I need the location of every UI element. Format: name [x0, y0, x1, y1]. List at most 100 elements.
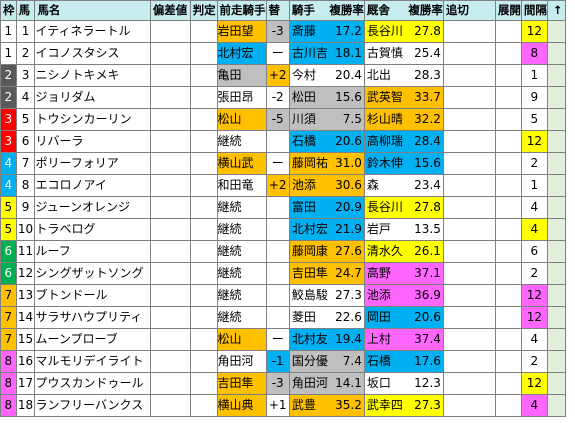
- horse-name[interactable]: ニシノトキメキ: [34, 64, 151, 87]
- header-hensa[interactable]: 偏差値: [149, 0, 191, 21]
- trainer-name: 石橋: [366, 354, 391, 368]
- trainer-rate: 33.7: [414, 90, 441, 104]
- trainer-cell[interactable]: 武英智 33.7: [363, 86, 444, 109]
- trainer-cell[interactable]: 長谷川 27.8: [363, 20, 444, 43]
- header-uma[interactable]: 馬: [15, 0, 36, 21]
- trainer-cell[interactable]: 岩戸 13.5: [363, 218, 444, 241]
- horse-name[interactable]: トウシンカーリン: [34, 108, 151, 131]
- tenkai-cell: [494, 394, 522, 417]
- trainer-name: 坂口: [366, 376, 391, 390]
- trainer-cell[interactable]: 石橋 17.6: [363, 350, 444, 373]
- table-row[interactable]: 5 10 トラベログ 継続 北村宏 21.9 岩戸 13.5 4: [0, 218, 575, 241]
- header-trainer[interactable]: 厩舎 複勝率: [363, 0, 444, 21]
- jockey-cell[interactable]: 国分優 7.4: [288, 350, 365, 373]
- header-change[interactable]: 替: [265, 0, 290, 21]
- horse-name[interactable]: トラベログ: [34, 218, 151, 241]
- horse-name[interactable]: ルーフ: [34, 240, 151, 263]
- waku-number: 8: [0, 350, 17, 373]
- table-row[interactable]: 1 2 イコノスタシス 北村宏ー古川吉 18.1 古賀慎 25.4 8: [0, 42, 575, 65]
- horse-name[interactable]: マルモリデイライト: [34, 350, 151, 373]
- trainer-cell[interactable]: 鈴木伸 15.6: [363, 152, 444, 175]
- trainer-cell[interactable]: 古賀慎 25.4: [363, 42, 444, 65]
- horse-name[interactable]: プウスカンドゥール: [34, 372, 151, 395]
- trainer-cell[interactable]: 森 23.4: [363, 174, 444, 197]
- table-row[interactable]: 6 11 ルーフ 継続 藤岡康 27.6 清水久 26.1 6: [0, 240, 575, 263]
- table-row[interactable]: 2 4 ジョリダム 張田昂 -2 松田 15.6 武英智 33.7 9: [0, 86, 575, 109]
- table-row[interactable]: 5 9 ジューンオレンジ 継続 富田 20.9 長谷川 27.8 4: [0, 196, 575, 219]
- trainer-cell[interactable]: 岡田 20.6: [363, 306, 444, 329]
- trainer-cell[interactable]: 坂口 12.3: [363, 372, 444, 395]
- table-row[interactable]: 7 13 ブトンドール 継続 鮫島駿 27.3 池添 36.9 12: [0, 284, 575, 307]
- jockey-cell[interactable]: 角田河 14.1: [288, 372, 365, 395]
- trainer-rate: 36.9: [414, 288, 441, 302]
- jockey-cell[interactable]: 古川吉 18.1: [288, 42, 365, 65]
- horse-name[interactable]: ジューンオレンジ: [34, 196, 151, 219]
- table-row[interactable]: 1 1 イティネラートル 岩田望 -3 斎藤 17.2 長谷川 27.8 12: [0, 20, 575, 43]
- table-row[interactable]: 8 17 プウスカンドゥール 吉田隼 -3 角田河 14.1 坂口 12.3 12: [0, 372, 575, 395]
- jockey-cell[interactable]: 藤岡康 27.6: [288, 240, 365, 263]
- hantei-cell: [189, 262, 218, 285]
- header-interval[interactable]: 間隔: [520, 0, 548, 21]
- trainer-cell[interactable]: 長谷川 27.8: [363, 196, 444, 219]
- hantei-cell: [189, 20, 218, 43]
- table-row[interactable]: 7 14 サラサハウプリティ 継続 菱田 22.6 岡田 20.6 12: [0, 306, 575, 329]
- trainer-cell[interactable]: 高柳瑞 28.4: [363, 130, 444, 153]
- jockey-cell[interactable]: 菱田 22.6: [288, 306, 365, 329]
- horse-number: 5: [15, 108, 36, 131]
- table-row[interactable]: 2 3 ニシノトキメキ 亀田 +2 今村 20.4 北出 28.3 1: [0, 64, 575, 87]
- header-waku[interactable]: 枠: [0, 0, 17, 21]
- header-tenkai[interactable]: 展開: [494, 0, 522, 21]
- horse-name[interactable]: サラサハウプリティ: [34, 306, 151, 329]
- table-row[interactable]: 6 12 シングザットソング 継続 吉田隼 24.7 高野 37.1 2: [0, 262, 575, 285]
- horse-name[interactable]: ジョリダム: [34, 86, 151, 109]
- horse-number: 13: [15, 284, 36, 307]
- jockey-cell[interactable]: 藤岡祐 31.0: [288, 152, 365, 175]
- table-row[interactable]: 8 18 ランフリーバンクス 横山典 +1 武豊 35.2 武幸四 27.3 4: [0, 394, 575, 417]
- hensa-cell: [149, 108, 191, 131]
- jockey-cell[interactable]: 川須 7.5: [288, 108, 365, 131]
- horse-name[interactable]: ポリーフォリア: [34, 152, 151, 175]
- interval-cell: 2: [520, 262, 548, 285]
- trainer-cell[interactable]: 杉山晴 32.2: [363, 108, 444, 131]
- trainer-cell[interactable]: 武幸四 27.3: [363, 394, 444, 417]
- header-jockey[interactable]: 騎手 複勝率: [288, 0, 365, 21]
- trainer-cell[interactable]: 上村 37.4: [363, 328, 444, 351]
- trainer-cell[interactable]: 池添 36.9: [363, 284, 444, 307]
- jockey-cell[interactable]: 池添 30.6: [288, 174, 365, 197]
- trainer-rate: 28.3: [414, 68, 441, 82]
- horse-name[interactable]: イコノスタシス: [34, 42, 151, 65]
- trainer-cell[interactable]: 清水久 26.1: [363, 240, 444, 263]
- jockey-cell[interactable]: 北村宏 21.9: [288, 218, 365, 241]
- horse-number: 18: [15, 394, 36, 417]
- table-row[interactable]: 3 5 トウシンカーリン 松山 -5 川須 7.5 杉山晴 32.2 5: [0, 108, 575, 131]
- table-row[interactable]: 4 7 ポリーフォリア 横山武ー藤岡祐 31.0 鈴木伸 15.6 2: [0, 152, 575, 175]
- jockey-cell[interactable]: 斎藤 17.2: [288, 20, 365, 43]
- jockey-cell[interactable]: 富田 20.9: [288, 196, 365, 219]
- trainer-name: 武幸四: [366, 398, 403, 412]
- horse-name[interactable]: リバーラ: [34, 130, 151, 153]
- header-prev-jockey[interactable]: 前走騎手: [216, 0, 267, 21]
- header-oikiri[interactable]: 追切: [442, 0, 496, 21]
- trainer-cell[interactable]: 北出 28.3: [363, 64, 444, 87]
- jockey-cell[interactable]: 鮫島駿 27.3: [288, 284, 365, 307]
- table-row[interactable]: 8 16 マルモリデイライト 角田河 -1 国分優 7.4 石橋 17.6 2: [0, 350, 575, 373]
- horse-name[interactable]: ブトンドール: [34, 284, 151, 307]
- horse-name[interactable]: イティネラートル: [34, 20, 151, 43]
- horse-name[interactable]: ムーンプローブ: [34, 328, 151, 351]
- jockey-cell[interactable]: 石橋 20.6: [288, 130, 365, 153]
- table-row[interactable]: 3 6 リバーラ 継続 石橋 20.6 高柳瑞 28.4 12: [0, 130, 575, 153]
- horse-name[interactable]: シングザットソング: [34, 262, 151, 285]
- header-hantei[interactable]: 判定: [189, 0, 218, 21]
- table-row[interactable]: 7 15 ムーンプローブ 松山ー北村友 19.4 上村 37.4 4: [0, 328, 575, 351]
- jockey-cell[interactable]: 吉田隼 24.7: [288, 262, 365, 285]
- jockey-cell[interactable]: 武豊 35.2: [288, 394, 365, 417]
- jockey-cell[interactable]: 松田 15.6: [288, 86, 365, 109]
- waku-number: 7: [0, 328, 17, 351]
- jockey-cell[interactable]: 今村 20.4: [288, 64, 365, 87]
- jockey-cell[interactable]: 北村友 19.4: [288, 328, 365, 351]
- trainer-cell[interactable]: 高野 37.1: [363, 262, 444, 285]
- table-row[interactable]: 4 8 エコロノアイ 和田竜 +2 池添 30.6 森 23.4 1: [0, 174, 575, 197]
- horse-name[interactable]: エコロノアイ: [34, 174, 151, 197]
- horse-name[interactable]: ランフリーバンクス: [34, 394, 151, 417]
- header-horse-name[interactable]: 馬名: [34, 0, 151, 21]
